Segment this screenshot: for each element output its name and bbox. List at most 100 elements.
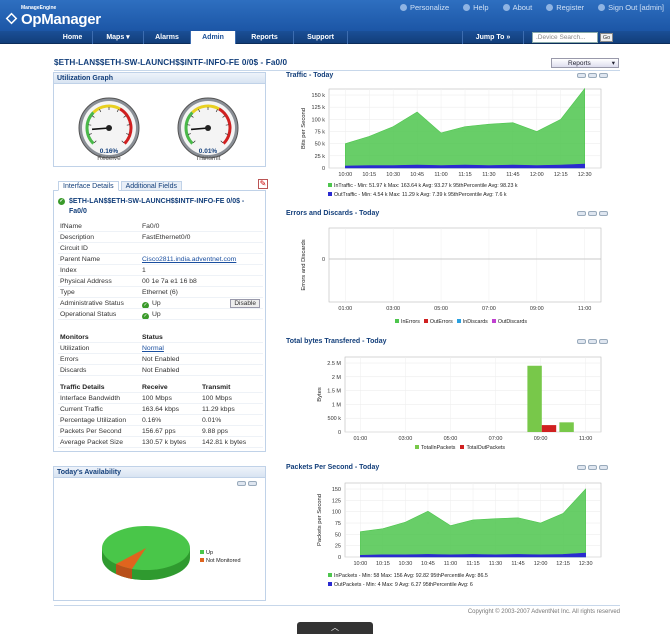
details-tabs: Interface Details Additional Fields [58, 181, 184, 191]
tab-interface-details[interactable]: Interface Details [58, 181, 119, 191]
chart-title: Packets Per Second - Today [286, 464, 380, 471]
go-button[interactable]: Go [600, 33, 613, 42]
legend-text: OutDiscards [497, 319, 527, 325]
close-icon[interactable] [599, 339, 608, 344]
tab-additional-fields[interactable]: Additional Fields [120, 181, 182, 191]
legend-row: OutTraffic - Min: 4.54 k Max: 11.29 k Av… [328, 192, 507, 198]
zoom-icon[interactable] [588, 339, 597, 344]
nav-reports[interactable]: Reports [236, 31, 294, 44]
property-value[interactable]: Cisco2811.india.adventnet.com [142, 256, 237, 263]
y-tick-label: 2.5 M [327, 361, 341, 367]
export-icon[interactable] [577, 339, 586, 344]
y-tick-label: 0 [338, 555, 341, 561]
x-tick-label: 12:00 [530, 172, 544, 178]
traffic-row: Percentage Utilization 0.16% 0.01% [58, 415, 263, 426]
help-icon [463, 4, 471, 11]
gauge-tick [215, 109, 218, 113]
sign-out-link[interactable]: Sign Out [admin] [598, 3, 664, 12]
export-icon[interactable] [577, 211, 586, 216]
edit-icon[interactable]: ✎ [258, 179, 268, 189]
monitor-label: Utilization [60, 345, 90, 352]
nav-alarms[interactable]: Alarms [144, 31, 191, 44]
monitor-label: Discards [60, 367, 87, 374]
x-tick-label: 11:00 [578, 306, 591, 312]
x-tick-label: 11:45 [511, 561, 524, 567]
nav-home[interactable]: Home [53, 31, 93, 44]
disable-button[interactable]: Disable [230, 299, 260, 308]
chart-controls [577, 339, 608, 344]
x-tick-label: 10:15 [362, 172, 376, 178]
traffic-label: Percentage Utilization [60, 417, 127, 424]
x-tick-label: 11:00 [579, 436, 592, 442]
x-tick-label: 12:30 [578, 172, 592, 178]
x-tick-label: 12:15 [554, 172, 568, 178]
legend-swatch [415, 445, 419, 449]
legend-swatch [491, 319, 496, 323]
gauge-tick [126, 133, 130, 135]
property-value: ✓ Up [142, 309, 263, 319]
property-label: Circuit ID [60, 245, 88, 252]
x-tick-label: 03:00 [399, 436, 413, 442]
legend-swatch [456, 319, 461, 323]
traffic-transmit: 0.01% [202, 417, 222, 424]
app-header: ManageEngine OpManager Personalize Help … [0, 0, 670, 31]
x-tick-label: 10:30 [399, 561, 413, 567]
close-icon[interactable] [599, 465, 608, 470]
y-tick-label: 0 [338, 430, 341, 436]
main-nav: Home Maps ▾ Alarms Admin Reports Support… [0, 31, 670, 44]
property-value: 00 1e 7a e1 16 b8 [142, 278, 197, 285]
export-icon[interactable] [577, 73, 586, 78]
property-value: Ethernet (6) [142, 289, 178, 296]
availability-controls [237, 481, 257, 486]
nav-maps[interactable]: Maps ▾ [93, 31, 144, 44]
availability-panel: Today's Availability Up Not Monitored [53, 466, 266, 601]
help-link[interactable]: Help [463, 3, 489, 12]
y-tick-label: 75 [335, 521, 341, 527]
utilization-title: Utilization Graph [54, 73, 265, 84]
gauge-tick [99, 109, 102, 113]
register-icon [546, 4, 554, 11]
property-row: Description FastEthernet0/0 [58, 232, 263, 243]
reports-dropdown[interactable]: Reports ▾ [551, 58, 619, 68]
x-tick-label: 10:30 [386, 172, 400, 178]
personalize-icon [399, 4, 407, 11]
status-up-icon: ✓ [142, 302, 149, 308]
export-icon[interactable] [577, 465, 586, 470]
legend-swatch [328, 573, 332, 577]
zoom-icon[interactable] [588, 211, 597, 216]
traffic-receive: 0.16% [142, 417, 162, 424]
about-link[interactable]: About [502, 3, 532, 12]
chart-title: Total bytes Transfered - Today [286, 338, 387, 345]
chart-legend: InErrors OutErrors InDiscards OutDiscards [395, 319, 531, 325]
device-search-input[interactable]: .Device Search... [532, 32, 598, 43]
brand-name: OpManager [21, 11, 101, 28]
zoom-icon[interactable] [248, 481, 257, 486]
nav-admin[interactable]: Admin [191, 31, 236, 44]
x-tick-label: 11:30 [482, 172, 495, 178]
jump-to-menu[interactable]: Jump To » [462, 31, 524, 44]
zoom-icon[interactable] [588, 465, 597, 470]
monitor-status[interactable]: Normal [142, 345, 164, 352]
legend-text: InDiscards [462, 319, 488, 325]
chart-controls [577, 465, 608, 470]
gauge-tick [192, 140, 196, 144]
gauge-band [85, 111, 95, 145]
x-tick-label: 05:00 [444, 436, 458, 442]
close-icon[interactable] [599, 73, 608, 78]
chart-controls [577, 211, 608, 216]
interface-name: ✓ $ETH-LAN$$ETH-SW-LAUNCH$$INTF-INFO-FE 0… [58, 198, 245, 215]
register-link[interactable]: Register [546, 3, 584, 12]
x-tick-label: 10:45 [421, 561, 435, 567]
property-label: Operational Status [60, 311, 117, 318]
nav-support[interactable]: Support [294, 31, 348, 44]
scroll-up-handle[interactable]: ︿ [297, 622, 373, 634]
close-icon[interactable] [599, 211, 608, 216]
logo-cube-icon [5, 12, 18, 25]
zoom-icon[interactable] [588, 73, 597, 78]
x-tick-label: 09:00 [530, 306, 544, 312]
gauge-band [218, 107, 232, 145]
export-icon[interactable] [237, 481, 246, 486]
personalize-link[interactable]: Personalize [399, 3, 449, 12]
traffic-transmit: 142.81 k bytes [202, 439, 247, 446]
status-up-icon: ✓ [58, 198, 65, 205]
